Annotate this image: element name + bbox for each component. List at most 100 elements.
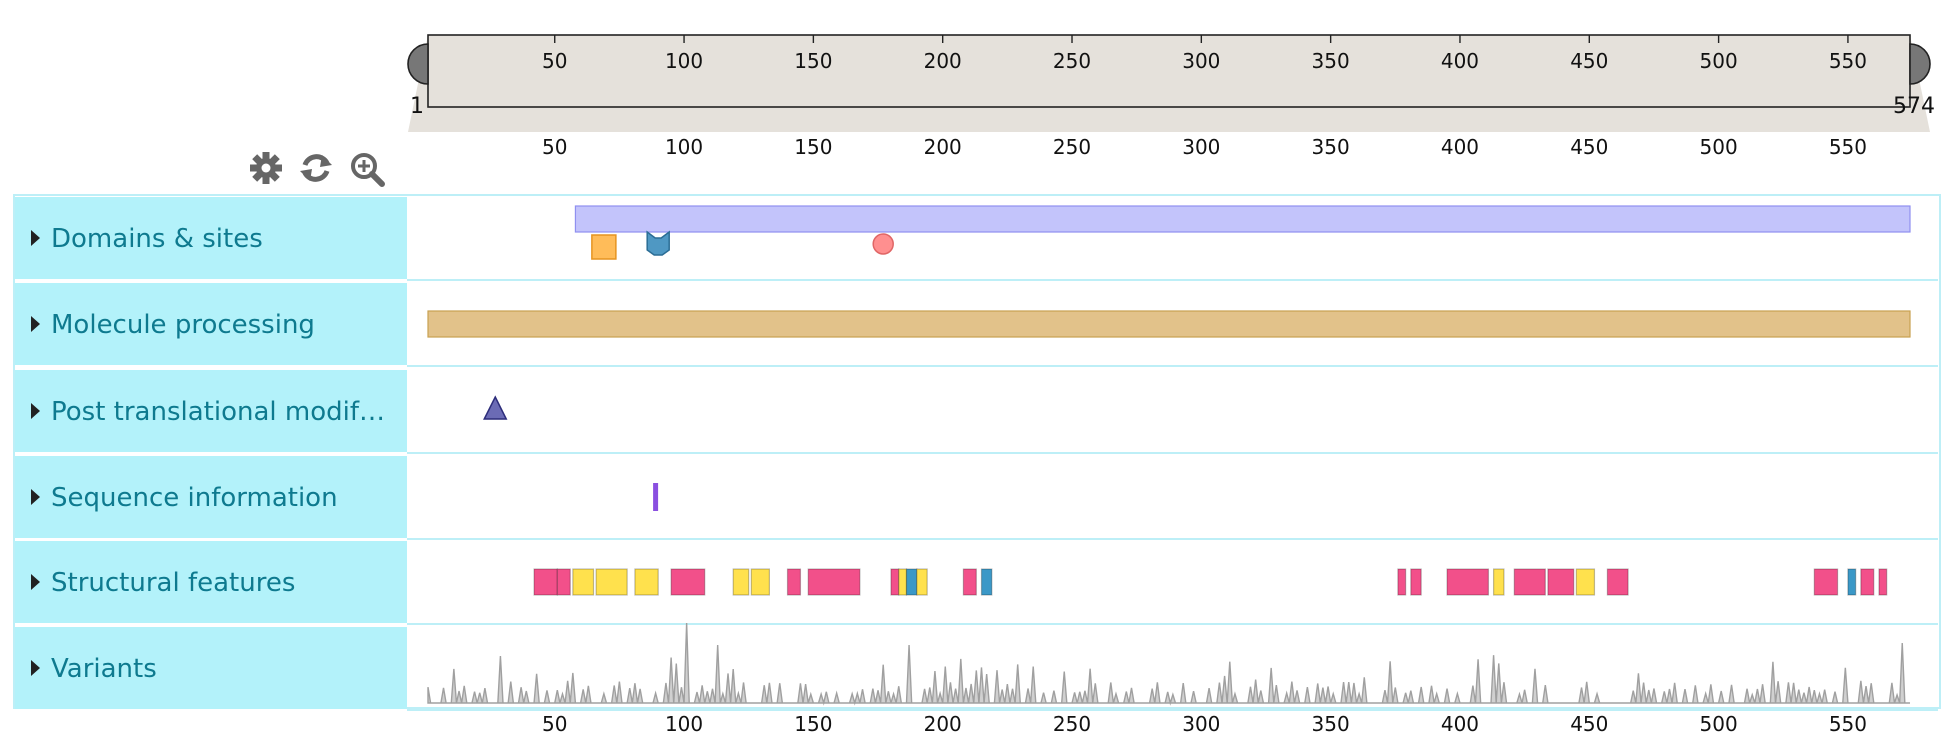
track-molecule-processing: Molecule processing [15, 283, 1938, 367]
feature-triangle[interactable] [483, 395, 508, 420]
axis-tick-label: 350 [1312, 712, 1350, 736]
variant-density-plot[interactable] [427, 622, 1910, 706]
track-sequence-information: Sequence information [15, 456, 1938, 540]
navigator-tick-label: 350 [1312, 49, 1350, 73]
axis-tick-label: 250 [1053, 712, 1091, 736]
feature-block[interactable] [1397, 568, 1407, 596]
bottom-axis: 50 100 150 200 250 300 350 400 450 500 550 [542, 712, 1867, 736]
navigator-tick-label: 100 [665, 49, 703, 73]
track-title: Sequence information [51, 483, 338, 513]
axis-tick-label: 450 [1570, 712, 1608, 736]
navigator-tick-label: 50 [542, 49, 567, 73]
feature-block[interactable] [595, 568, 628, 596]
feature-block[interactable] [807, 568, 861, 596]
feature-block[interactable] [905, 568, 918, 596]
navigator-extent[interactable] [427, 34, 1911, 108]
track-variants: Variants [15, 622, 1938, 711]
track-label[interactable]: Molecule processing [15, 283, 407, 365]
feature-block[interactable] [1446, 568, 1490, 596]
feature-block[interactable] [890, 568, 900, 596]
expand-arrow-icon[interactable] [31, 489, 40, 505]
feature-circle[interactable] [872, 233, 894, 255]
axis-tick-label: 150 [794, 712, 832, 736]
feature-block[interactable] [670, 568, 706, 596]
expand-arrow-icon[interactable] [31, 316, 40, 332]
axis-tick-label: 550 [1829, 712, 1867, 736]
zoom-button[interactable] [351, 153, 385, 187]
axis-tick-label: 550 [1829, 135, 1867, 159]
feature-bar[interactable] [653, 483, 659, 511]
toolbar [250, 152, 385, 187]
navigator-tick-label: 150 [794, 49, 832, 73]
feature-block[interactable] [786, 568, 802, 596]
feature-block[interactable] [556, 568, 571, 596]
track-label-bg [15, 283, 407, 365]
gear-icon [250, 152, 282, 184]
axis-tick-label: 350 [1312, 135, 1350, 159]
track-label[interactable]: Structural features [15, 541, 407, 623]
navigator-handle-left[interactable] [407, 43, 429, 85]
navigator-tick-label: 300 [1182, 49, 1220, 73]
feature-block[interactable] [1575, 568, 1596, 596]
feature-block[interactable] [533, 568, 558, 596]
feature-block[interactable] [1492, 568, 1505, 596]
axis-tick-label: 200 [924, 135, 962, 159]
navigator-tick-label: 200 [924, 49, 962, 73]
feature-block[interactable] [572, 568, 595, 596]
expand-arrow-icon[interactable] [31, 574, 40, 590]
feature-block[interactable] [1860, 568, 1875, 596]
expand-arrow-icon[interactable] [31, 660, 40, 676]
navigator[interactable]: 50 100 150 200 250 300 350 400 450 500 550 1 574 [407, 34, 1935, 132]
expand-arrow-icon[interactable] [31, 403, 40, 419]
feature-block[interactable] [1513, 568, 1546, 596]
track-label-bg [15, 197, 407, 279]
feature-chevron[interactable] [646, 230, 670, 256]
axis-tick-label: 500 [1700, 712, 1738, 736]
feature-square[interactable] [591, 234, 617, 260]
track-label[interactable]: Sequence information [15, 456, 407, 538]
zoom-in-icon [351, 153, 385, 187]
settings-button[interactable] [250, 152, 282, 184]
feature-block[interactable] [1847, 568, 1857, 596]
feature-block[interactable] [1410, 568, 1422, 596]
feature-block[interactable] [1878, 568, 1888, 596]
refresh-icon [300, 154, 332, 182]
axis-tick-label: 150 [794, 135, 832, 159]
feature-block[interactable] [980, 568, 993, 596]
tracks-panel: Domains & sites Molecule processing Post t… [13, 194, 1941, 711]
feature-block[interactable] [916, 568, 928, 596]
track-label[interactable]: Variants [15, 627, 407, 709]
track-post-translational-modif: Post translational modif… [15, 370, 1938, 454]
track-title: Domains & sites [51, 224, 263, 254]
axis-tick-label: 400 [1441, 712, 1479, 736]
axis-tick-label: 50 [542, 135, 567, 159]
axis-tick-label: 100 [665, 712, 703, 736]
feature-block[interactable] [1606, 568, 1629, 596]
track-title: Molecule processing [51, 310, 315, 340]
axis-tick-label: 50 [542, 712, 567, 736]
feature-block[interactable] [898, 568, 908, 596]
feature-block[interactable] [962, 568, 977, 596]
track-structural-features: Structural features [15, 541, 1938, 625]
track-label[interactable]: Post translational modif… [15, 370, 407, 452]
navigator-handle-right[interactable] [1909, 43, 1931, 85]
expand-arrow-icon[interactable] [31, 230, 40, 246]
axis-tick-label: 450 [1570, 135, 1608, 159]
track-label-bg [15, 370, 407, 452]
feature-block[interactable] [732, 568, 750, 596]
track-label-bg [15, 456, 407, 538]
reset-button[interactable] [300, 154, 332, 182]
feature-block[interactable] [574, 205, 1911, 233]
feature-block[interactable] [427, 310, 1911, 338]
track-label[interactable]: Domains & sites [15, 197, 407, 279]
feature-block[interactable] [1813, 568, 1839, 596]
axis-tick-label: 300 [1182, 712, 1220, 736]
navigator-tick-label: 450 [1570, 49, 1608, 73]
feature-block[interactable] [634, 568, 659, 596]
navigator-tick-label: 550 [1829, 49, 1867, 73]
feature-block[interactable] [1547, 568, 1575, 596]
track-label-bg [15, 627, 407, 709]
feature-block[interactable] [750, 568, 771, 596]
track-title: Structural features [51, 568, 295, 598]
